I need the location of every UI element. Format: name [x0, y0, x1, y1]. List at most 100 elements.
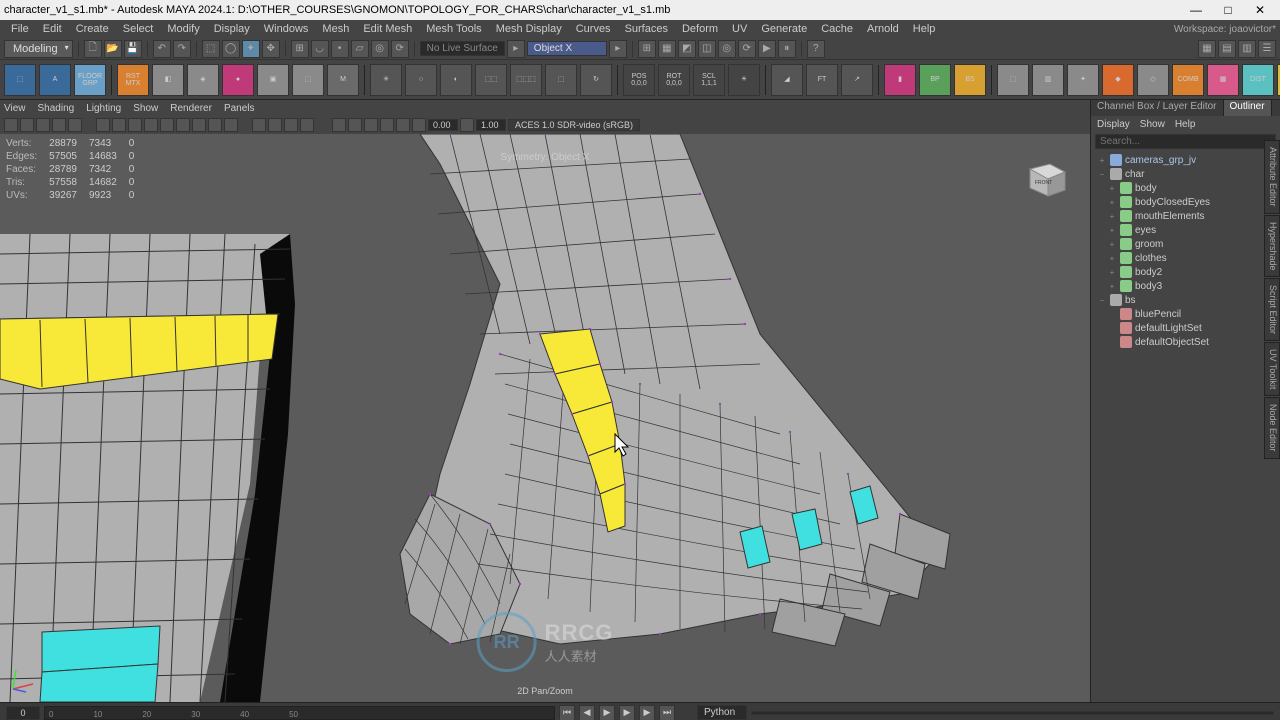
vp-image-icon[interactable]: [300, 118, 314, 132]
shelf-icon-21[interactable]: ◢: [771, 64, 803, 96]
shelf-icon-16[interactable]: ↻: [580, 64, 612, 96]
vp-shadow-icon[interactable]: [160, 118, 174, 132]
shelf-icon-19[interactable]: SCL1,1,1: [693, 64, 725, 96]
vp-select-icon[interactable]: [4, 118, 18, 132]
shelf-icon-1[interactable]: A: [39, 64, 71, 96]
menu-deform[interactable]: Deform: [675, 23, 725, 35]
ipr-icon[interactable]: ▶: [758, 40, 776, 58]
play-fwd-button[interactable]: ▶: [619, 705, 635, 720]
outliner-tree[interactable]: +cameras_grp_jv−char+body+bodyClosedEyes…: [1091, 151, 1280, 702]
shelf-icon-34[interactable]: DIST: [1242, 64, 1274, 96]
shelf-icon-6[interactable]: ●: [222, 64, 254, 96]
goto-end-button[interactable]: ⏭: [659, 705, 675, 720]
shelf-icon-15[interactable]: ⬚: [545, 64, 577, 96]
vp-menu-renderer[interactable]: Renderer: [170, 103, 212, 114]
vp-hud-icon[interactable]: [252, 118, 266, 132]
vp-renderer-icon[interactable]: [332, 118, 346, 132]
script-language[interactable]: Python: [697, 705, 747, 720]
vp-gamma-field[interactable]: 1.00: [476, 119, 506, 131]
outliner-node-bluePencil[interactable]: bluePencil: [1091, 307, 1280, 321]
new-scene-icon[interactable]: 🗋: [84, 40, 102, 58]
command-line[interactable]: [751, 711, 1274, 715]
layout-1-icon[interactable]: ▦: [1198, 40, 1216, 58]
close-button[interactable]: ✕: [1244, 0, 1276, 20]
vp-gate-icon[interactable]: [52, 118, 66, 132]
vp-menu-panels[interactable]: Panels: [224, 103, 255, 114]
menu-edit-mesh[interactable]: Edit Mesh: [356, 23, 419, 35]
snap-center-icon[interactable]: ◎: [371, 40, 389, 58]
time-start[interactable]: 0: [6, 706, 40, 720]
menu-modify[interactable]: Modify: [160, 23, 206, 35]
vp-resolution-icon[interactable]: [268, 118, 282, 132]
vp-xray-icon[interactable]: [208, 118, 222, 132]
open-scene-icon[interactable]: 📂: [104, 40, 122, 58]
menu-display[interactable]: Display: [207, 23, 257, 35]
viewcube[interactable]: FRONT: [1020, 154, 1070, 204]
paint-select-icon[interactable]: ✦: [242, 40, 260, 58]
vp-exposure-field[interactable]: 0.00: [428, 119, 458, 131]
shelf-icon-24[interactable]: ▮: [884, 64, 916, 96]
outliner-node-cameras_grp_jv[interactable]: +cameras_grp_jv: [1091, 153, 1280, 167]
symmetry-btn[interactable]: ▸: [609, 40, 627, 58]
snap-point-icon[interactable]: •: [331, 40, 349, 58]
shelf-icon-3[interactable]: RSTMTX: [117, 64, 149, 96]
tab-channelbox[interactable]: Channel Box / Layer Editor: [1091, 100, 1224, 116]
outliner-node-groom[interactable]: +groom: [1091, 237, 1280, 251]
viewport-3d[interactable]: Verts:2887973430Edges:57505146830Faces:2…: [0, 134, 1090, 702]
vp-bookmark-icon[interactable]: [380, 118, 394, 132]
menu-arnold[interactable]: Arnold: [860, 23, 906, 35]
grid-icon[interactable]: ⊞: [638, 40, 656, 58]
shelf-icon-13[interactable]: ⬚⬚: [475, 64, 507, 96]
vp-camera-icon[interactable]: [20, 118, 34, 132]
vp-grid-icon[interactable]: [36, 118, 50, 132]
vp-xray-joints-icon[interactable]: [224, 118, 238, 132]
menu-mesh[interactable]: Mesh: [315, 23, 356, 35]
pause-icon[interactable]: ⏸: [778, 40, 796, 58]
shelf-icon-22[interactable]: FT: [806, 64, 838, 96]
live-surface-field[interactable]: No Live Surface: [420, 41, 505, 56]
goto-start-button[interactable]: ⏮: [559, 705, 575, 720]
outliner-menu-display[interactable]: Display: [1097, 119, 1130, 130]
side-tab-uv-toolkit[interactable]: UV Toolkit: [1264, 342, 1280, 396]
move-icon[interactable]: ✥: [262, 40, 280, 58]
menu-help[interactable]: Help: [906, 23, 943, 35]
menu-mesh-tools[interactable]: Mesh Tools: [419, 23, 488, 35]
shelf-icon-14[interactable]: ⬚⬚⬚: [510, 64, 542, 96]
vp-menu-lighting[interactable]: Lighting: [86, 103, 121, 114]
side-tab-node-editor[interactable]: Node Editor: [1264, 397, 1280, 459]
outliner-node-body[interactable]: +body: [1091, 181, 1280, 195]
shelf-icon-27[interactable]: ⬚: [997, 64, 1029, 96]
shelf-icon-31[interactable]: ◇: [1137, 64, 1169, 96]
shelf-icon-10[interactable]: ✳: [370, 64, 402, 96]
vp-gamma-icon[interactable]: [460, 118, 474, 132]
outliner-node-char[interactable]: −char: [1091, 167, 1280, 181]
shelf-icon-18[interactable]: ROT0,0,0: [658, 64, 690, 96]
vp-isolate-icon[interactable]: [68, 118, 82, 132]
vp-reload-icon[interactable]: [412, 118, 426, 132]
shelf-icon-20[interactable]: ☀: [728, 64, 760, 96]
shelf-icon-29[interactable]: ✦: [1067, 64, 1099, 96]
outliner-search[interactable]: [1095, 134, 1276, 149]
select-icon[interactable]: ⬚: [202, 40, 220, 58]
safe-icon[interactable]: ◎: [718, 40, 736, 58]
menu-windows[interactable]: Windows: [257, 23, 316, 35]
shelf-icon-8[interactable]: ⬚: [292, 64, 324, 96]
shelf-icon-4[interactable]: ◧: [152, 64, 184, 96]
shelf-icon-30[interactable]: ◆: [1102, 64, 1134, 96]
vp-aa-icon[interactable]: [192, 118, 206, 132]
outliner-node-bodyClosedEyes[interactable]: +bodyClosedEyes: [1091, 195, 1280, 209]
redo-icon[interactable]: ↷: [173, 40, 191, 58]
menu-curves[interactable]: Curves: [569, 23, 618, 35]
tab-outliner[interactable]: Outliner: [1224, 100, 1272, 116]
snap-grid-icon[interactable]: ⊞: [291, 40, 309, 58]
shelf-icon-7[interactable]: ▣: [257, 64, 289, 96]
layout-3-icon[interactable]: ▥: [1238, 40, 1256, 58]
outliner-menu-show[interactable]: Show: [1140, 119, 1165, 130]
menu-select[interactable]: Select: [116, 23, 161, 35]
vp-shaded-icon[interactable]: [112, 118, 126, 132]
menu-mesh-display[interactable]: Mesh Display: [489, 23, 569, 35]
vp-safe-icon[interactable]: [284, 118, 298, 132]
vp-textured-icon[interactable]: [128, 118, 142, 132]
outliner-node-bs[interactable]: −bs: [1091, 293, 1280, 307]
step-fwd-button[interactable]: ▶: [639, 705, 655, 720]
